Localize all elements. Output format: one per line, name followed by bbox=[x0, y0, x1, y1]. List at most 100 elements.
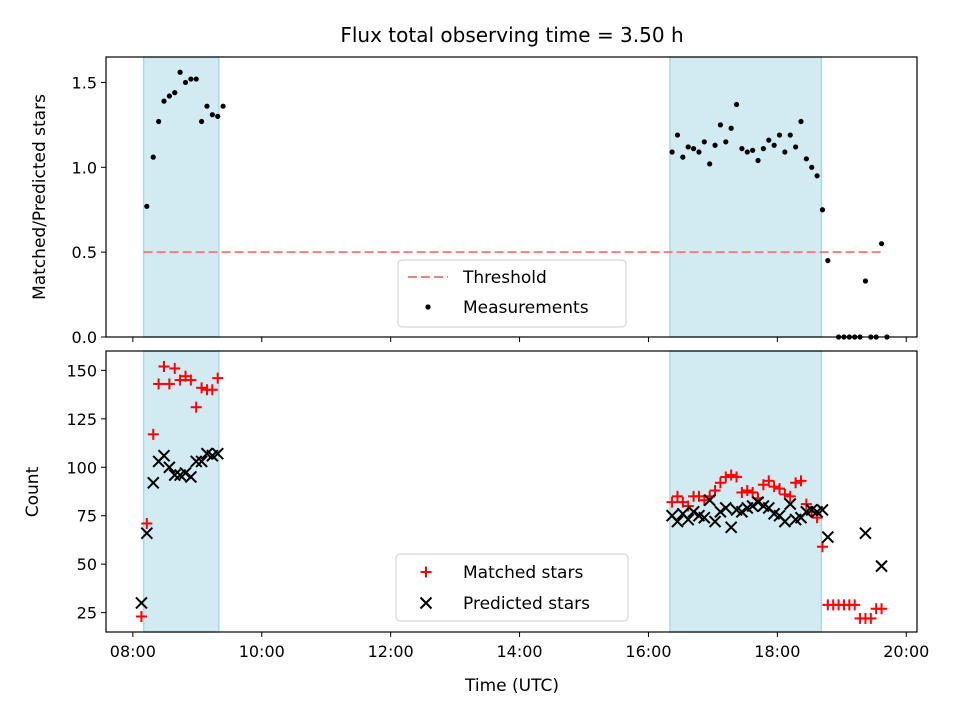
predicted-star-point bbox=[703, 494, 716, 507]
ratio-y-tick-label: 0.0 bbox=[72, 328, 97, 347]
measurement-point bbox=[825, 258, 831, 264]
count-y-tick-label: 50 bbox=[77, 555, 97, 574]
count-x-ticks: 08:00 10:00 12:00 14:00 16:00 18:00 20:00 bbox=[110, 632, 929, 661]
measurement-point bbox=[156, 118, 162, 125]
predicted-star-point bbox=[135, 596, 148, 610]
count-y-tick-label: 75 bbox=[77, 507, 97, 526]
matched-star-point bbox=[169, 362, 181, 374]
measurement-point bbox=[193, 76, 199, 82]
matched-star-point bbox=[714, 477, 726, 489]
measurement-point bbox=[819, 207, 826, 213]
predicted-star-point bbox=[778, 515, 792, 528]
count-legend: Matched stars Predicted stars bbox=[395, 553, 629, 622]
ratio-legend: Threshold Measurements bbox=[397, 259, 627, 328]
ratio-panel: 0.0 0.5 1.0 1.5 Matched/Predicted stars Thr… bbox=[30, 56, 918, 347]
ratio-shaded-ranges bbox=[142, 56, 823, 338]
measurement-point bbox=[787, 132, 793, 138]
matched-star-point bbox=[768, 481, 780, 493]
count-x-tick-label: 12:00 bbox=[368, 642, 414, 661]
predicted-star-point bbox=[195, 455, 208, 468]
matched-star-point bbox=[163, 378, 175, 390]
measurement-point bbox=[809, 164, 815, 170]
measurement-point bbox=[760, 146, 766, 152]
measurement-point bbox=[776, 132, 783, 138]
predicted-legend-marker bbox=[419, 596, 433, 610]
predicted-star-point bbox=[735, 505, 749, 519]
count-x-tick-label: 14:00 bbox=[497, 642, 543, 661]
matched-star-point bbox=[212, 372, 224, 384]
measurement-point bbox=[177, 69, 183, 75]
predicted-star-point bbox=[875, 559, 888, 573]
matched-star-point bbox=[731, 471, 743, 483]
matched-star-point bbox=[720, 471, 732, 483]
measurement-point bbox=[798, 118, 804, 125]
count-x-tick-label: 08:00 bbox=[110, 642, 156, 661]
predicted-star-point bbox=[816, 503, 829, 517]
predicted-star-point bbox=[751, 495, 765, 509]
matched-star-point bbox=[206, 384, 218, 396]
measurement-point bbox=[220, 103, 226, 109]
predicted-star-point bbox=[746, 499, 759, 513]
measurement-point bbox=[782, 149, 788, 155]
predicted-star-point bbox=[708, 515, 722, 528]
predicted-star-point bbox=[687, 505, 700, 519]
count-y-tick-label: 100 bbox=[66, 458, 97, 477]
count-x-tick-label: 10:00 bbox=[239, 642, 285, 661]
predicted-legend-swatch bbox=[419, 596, 433, 610]
matched-star-point bbox=[865, 612, 877, 624]
matched-star-point bbox=[779, 488, 791, 500]
matched-star-point bbox=[849, 599, 861, 611]
matched-star-points bbox=[135, 361, 888, 624]
measurement-point bbox=[209, 112, 215, 118]
threshold-legend-label: Threshold bbox=[462, 268, 547, 288]
matched-star-point bbox=[141, 517, 153, 529]
matched-star-point bbox=[790, 477, 802, 489]
count-shade-1 bbox=[142, 350, 220, 633]
predicted-star-point bbox=[859, 526, 872, 540]
measurement-point bbox=[669, 149, 675, 155]
count-x-tick-label: 16:00 bbox=[625, 642, 671, 661]
measurement-point bbox=[750, 147, 756, 153]
measurement-point bbox=[712, 142, 718, 148]
figure-title: Flux total observing time = 3.50 h bbox=[340, 23, 683, 47]
measurement-point bbox=[215, 113, 221, 119]
count-legend-box bbox=[395, 553, 629, 622]
ratio-y-tick-label: 0.5 bbox=[72, 243, 97, 262]
predicted-star-point bbox=[157, 449, 171, 462]
matched-star-point bbox=[741, 485, 753, 497]
matched-star-point bbox=[147, 428, 159, 440]
count-y-ticks: 25 50 75 100 125 150 bbox=[66, 361, 106, 623]
measurement-point bbox=[723, 139, 729, 145]
measurement-point bbox=[166, 93, 172, 99]
measurements-legend-label: Measurements bbox=[463, 298, 589, 318]
measurement-point bbox=[739, 146, 745, 152]
measurement-point bbox=[680, 154, 686, 160]
ratio-shade-2 bbox=[669, 56, 823, 338]
measurement-point bbox=[862, 278, 869, 284]
predicted-star-point bbox=[163, 461, 176, 474]
measurement-point bbox=[674, 132, 681, 138]
ratio-y-tick-label: 1.0 bbox=[72, 158, 97, 177]
measurement-point bbox=[814, 173, 820, 179]
ratio-y-tick-label: 1.5 bbox=[72, 73, 97, 92]
predicted-legend-label: Predicted stars bbox=[463, 594, 590, 614]
matched-star-point bbox=[763, 475, 775, 487]
matched-star-point bbox=[709, 485, 721, 497]
predicted-star-point bbox=[724, 521, 738, 534]
count-y-tick-label: 150 bbox=[66, 361, 97, 380]
matched-star-point bbox=[806, 506, 818, 518]
ratio-y-ticks: 0.0 0.5 1.0 1.5 bbox=[72, 73, 106, 347]
ratio-axes-frame bbox=[105, 56, 918, 338]
matched-star-point bbox=[666, 496, 678, 508]
measurement-point bbox=[696, 149, 702, 155]
predicted-star-point bbox=[681, 513, 695, 526]
matched-star-point bbox=[795, 475, 807, 487]
matched-star-point bbox=[153, 378, 165, 390]
measurement-point bbox=[150, 154, 156, 160]
measurement-point bbox=[707, 161, 713, 167]
measurement-point bbox=[701, 139, 707, 145]
measurement-point bbox=[690, 146, 697, 152]
predicted-star-point bbox=[184, 470, 198, 484]
matched-star-point bbox=[774, 483, 786, 495]
